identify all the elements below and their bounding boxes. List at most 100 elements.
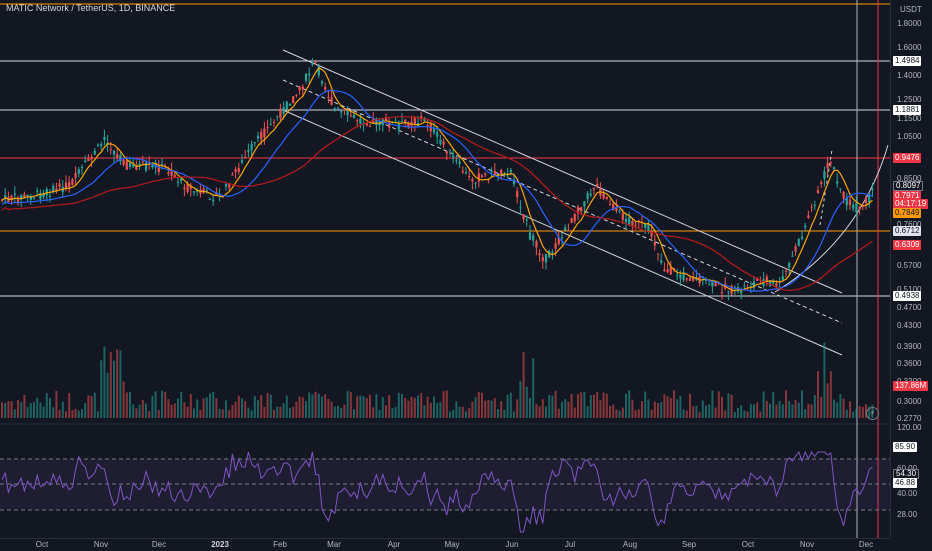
volume-bar — [119, 350, 122, 418]
volume-bar — [97, 411, 99, 418]
volume-bar — [657, 402, 659, 418]
volume-bar — [445, 390, 448, 418]
price-tick: 0.5100 — [897, 285, 922, 294]
candle-body — [653, 242, 656, 246]
currency-label[interactable]: USDT — [900, 5, 922, 14]
symbol-title[interactable]: MATIC Network / TetherUS, 1D, BINANCE — [6, 3, 176, 13]
candle-body — [788, 262, 791, 268]
candle-body — [650, 231, 653, 237]
volume-bar — [535, 403, 538, 418]
volume-bar — [650, 409, 653, 418]
volume-bar — [561, 401, 563, 418]
candle-body — [503, 175, 506, 177]
volume-bar — [820, 396, 823, 418]
volume-bar — [183, 402, 186, 418]
candle-body — [439, 139, 442, 144]
time-label: Sep — [681, 540, 697, 549]
volume-bar — [849, 401, 851, 418]
candle-body — [436, 132, 439, 137]
candle-body — [125, 160, 128, 170]
volume-bar — [500, 401, 503, 418]
volume-bar — [817, 371, 819, 418]
ma-slow-line — [1, 116, 873, 292]
volume-bar — [330, 401, 333, 418]
candle-body — [615, 207, 618, 211]
volume-bar — [573, 407, 576, 418]
candle-body — [333, 108, 336, 110]
candle-body — [624, 218, 628, 223]
candle-body — [637, 220, 640, 222]
volume-bar — [532, 358, 535, 418]
volume-bar — [727, 393, 730, 418]
volume-bar — [717, 391, 720, 418]
volume-bar — [583, 391, 586, 418]
volume-bar — [55, 390, 58, 418]
candle-body — [634, 224, 637, 226]
volume-bar — [250, 410, 253, 418]
candle-body — [858, 206, 861, 210]
volume-bar — [397, 392, 400, 418]
volume-bar — [669, 397, 672, 418]
rsi-axis[interactable] — [890, 425, 932, 538]
price-tick: 0.3000 — [897, 397, 922, 406]
time-label: Oct — [35, 540, 49, 549]
volume-bar — [122, 381, 125, 418]
rsi-ma-tag: 46.88 — [893, 478, 918, 488]
candle-body — [173, 174, 176, 178]
time-label: Mar — [327, 540, 341, 549]
candle-body — [208, 199, 212, 201]
volume-bar — [442, 391, 445, 418]
candle-body — [116, 154, 119, 158]
candle-body — [404, 119, 407, 124]
candle-body — [740, 291, 743, 294]
candle-body — [52, 185, 55, 192]
candle-body — [32, 197, 36, 199]
price-axis[interactable] — [890, 0, 932, 424]
volume-bar — [13, 409, 16, 418]
volume-bar — [465, 411, 467, 418]
candle-body — [84, 160, 87, 163]
volume-bar — [253, 396, 256, 418]
volume-bar — [541, 399, 544, 418]
volume-bar — [634, 410, 637, 418]
volume-bar — [484, 400, 487, 418]
lightning-icon[interactable]: ⚡ — [866, 407, 879, 420]
level-tag-2: 1.1881 — [893, 105, 922, 115]
candle-body — [727, 291, 730, 293]
candle-body — [180, 178, 183, 182]
candle-body — [468, 176, 471, 178]
volume-bar — [215, 398, 218, 418]
time-axis[interactable] — [0, 538, 890, 551]
candle-body — [128, 162, 132, 167]
candle-body — [119, 154, 122, 162]
volume-bar — [346, 391, 349, 418]
candle-body — [714, 281, 717, 287]
candle-body — [631, 220, 634, 226]
volume-bar — [676, 399, 679, 418]
rsi-tick: 120.00 — [897, 423, 922, 432]
time-label: Jun — [505, 540, 519, 549]
price-tick: 0.4300 — [897, 321, 922, 330]
volume-bar — [135, 408, 138, 418]
volume-bar — [490, 400, 493, 418]
volume-bar — [615, 409, 618, 418]
candle-body — [138, 163, 141, 166]
candle-body — [356, 120, 359, 122]
candle-body — [231, 174, 234, 176]
candle-body — [685, 278, 688, 280]
volume-bar — [4, 402, 7, 418]
volume-bar — [221, 409, 224, 418]
candle-body — [279, 108, 282, 119]
volume-bar — [807, 403, 810, 418]
volume-bar — [477, 391, 480, 418]
volume-bar — [756, 402, 759, 418]
volume-bar — [509, 392, 512, 418]
candle-body — [765, 276, 768, 281]
volume-bar — [637, 409, 640, 418]
rsi-tick: 40.00 — [897, 489, 918, 498]
volume-bar — [228, 410, 231, 418]
volume-bar — [577, 394, 579, 418]
volume-bar — [29, 403, 32, 418]
level-tag-1: 1.4984 — [893, 56, 922, 66]
